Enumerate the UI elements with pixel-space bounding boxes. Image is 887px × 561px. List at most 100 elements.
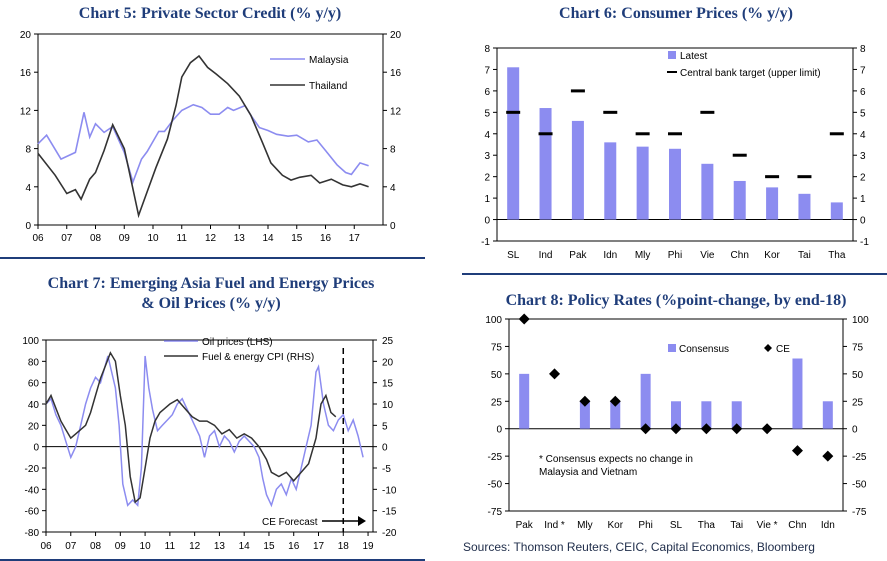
chart6-bar-mly bbox=[636, 146, 649, 220]
chart8-legend-label-ce: CE bbox=[776, 344, 790, 355]
chart6-ytick-right-label: 5 bbox=[860, 108, 866, 119]
chart7-series-line-oil bbox=[45, 355, 364, 508]
chart8-ytick-right-label: -25 bbox=[852, 452, 867, 463]
chart6-bar-chn bbox=[733, 180, 746, 220]
chart6-group: -1 0 1 2 3 4 5 6 7 8 -1 0 1 2 3 4 5 6 7 8 SL Ind Pak Idn Mly Phi V… bbox=[481, 44, 869, 261]
chart7-xtick-label: 17 bbox=[313, 541, 325, 552]
chart6-xtick-label: Phi bbox=[668, 250, 682, 261]
chart8-note-line1: * Consensus expects no change in bbox=[539, 454, 693, 465]
chart6-ytick-label: 8 bbox=[484, 44, 490, 55]
chart7-ytick-label: -40 bbox=[25, 485, 40, 496]
chart8-ytick-label: -50 bbox=[488, 480, 503, 491]
chart7-group: -80 -60 -40 -20 0 20 40 60 80 100 -20 -15 -10 -5 0 5 10 1… bbox=[22, 336, 397, 552]
chart6-bar-idn bbox=[604, 142, 617, 220]
chart8-bar-sl bbox=[671, 401, 681, 429]
chart8-bar-kor bbox=[610, 401, 621, 429]
chart7-forecast-label: CE Forecast bbox=[262, 517, 318, 528]
chart5-xtick-label: 09 bbox=[119, 233, 131, 244]
chart6-bar-tai bbox=[798, 193, 811, 220]
chart5-xtick-label: 08 bbox=[90, 233, 102, 244]
chart8-title: Chart 8: Policy Rates (%point-change, by… bbox=[506, 292, 847, 309]
chart8-ce-marker-vie bbox=[761, 423, 773, 435]
chart8-bar-phi bbox=[640, 373, 651, 429]
chart6-xtick-label: Idn bbox=[603, 250, 617, 261]
chart8-xtick-label: Tai bbox=[730, 520, 743, 531]
chart6-bar-tha bbox=[830, 202, 843, 220]
chart8-xtick-label: SL bbox=[670, 520, 683, 531]
chart7-plot-frame bbox=[45, 339, 374, 533]
chart7-ytick-label: -80 bbox=[25, 528, 40, 539]
chart7-ytick-label: 100 bbox=[22, 336, 39, 347]
chart5-ytick-right-label: 8 bbox=[390, 145, 396, 156]
chart6-ytick-label: 5 bbox=[484, 108, 490, 119]
chart6-ytick-label: 3 bbox=[484, 151, 490, 162]
chart5-xtick-label: 12 bbox=[205, 233, 217, 244]
chart7-ytick-label: -20 bbox=[25, 464, 40, 475]
chart8-xtick-label: Vie * bbox=[757, 520, 778, 531]
chart5-legend-label: Thailand bbox=[309, 81, 347, 92]
chart5-xtick-label: 06 bbox=[32, 233, 44, 244]
chart8-xtick-label: Tha bbox=[698, 520, 716, 531]
chart7-legend-label-oil: Oil prices (LHS) bbox=[202, 337, 273, 348]
chart6-ytick-label: -1 bbox=[481, 237, 490, 248]
chart8-group: -75 -50 -25 0 25 50 75 100 -75 -50 -25 0 25 50 75 100 Pa… bbox=[485, 313, 869, 531]
chart8-ce-marker-mly bbox=[579, 395, 591, 407]
chart6-ytick-right-label: -1 bbox=[860, 237, 869, 248]
chart7-series-line-fuel-cpi bbox=[45, 351, 337, 504]
chart7-ytick-right-label: -5 bbox=[382, 464, 391, 475]
chart8-ce-marker-kor bbox=[609, 395, 621, 407]
chart5-ytick-right-label: 20 bbox=[390, 30, 402, 41]
chart8-ytick-right-label: 50 bbox=[852, 370, 864, 381]
chart5-ytick-right-label: 0 bbox=[390, 221, 396, 232]
chart6-xtick-label: SL bbox=[507, 250, 520, 261]
chart8-bar-idn bbox=[822, 401, 833, 429]
chart8-ytick-right-label: 0 bbox=[852, 425, 858, 436]
chart6-ytick-label: 0 bbox=[484, 216, 490, 227]
chart6-xtick-label: Tai bbox=[798, 250, 811, 261]
chart6-ytick-right-label: 4 bbox=[860, 130, 866, 141]
chart5-xtick-label: 14 bbox=[262, 233, 274, 244]
chart8-bar-mly bbox=[579, 401, 590, 429]
chart7-xtick-label: 11 bbox=[165, 541, 176, 552]
chart6-plot-frame bbox=[496, 47, 854, 242]
chart7-xtick-label: 08 bbox=[90, 541, 102, 552]
chart6-bar-vie bbox=[701, 163, 714, 220]
chart8-legend-swatch-ce bbox=[764, 344, 772, 352]
chart5-ytick-right-label: 12 bbox=[390, 106, 402, 117]
chart5-group: 0 4 8 12 16 20 0 4 8 12 16 20 06 07 08 09 10 11 12 13 14 15 16… bbox=[20, 30, 402, 244]
chart7-ytick-label: 80 bbox=[28, 357, 40, 368]
chart5-ytick-label: 20 bbox=[20, 30, 32, 41]
chart6-bar-ind bbox=[539, 108, 552, 220]
chart5-legend-label: Malaysia bbox=[309, 55, 349, 66]
chart5-ytick-right-label: 4 bbox=[390, 183, 396, 194]
chart5-ytick-right-label: 16 bbox=[390, 68, 402, 79]
chart5-series-line-thailand bbox=[37, 54, 369, 219]
chart8-ytick-label: 50 bbox=[491, 370, 503, 381]
chart7-xtick-label: 10 bbox=[140, 541, 152, 552]
chart7-ytick-right-label: 15 bbox=[382, 379, 394, 390]
chart8-ytick-label: -25 bbox=[488, 452, 503, 463]
chart6-ytick-right-label: 8 bbox=[860, 44, 866, 55]
chart8-bar-pak bbox=[519, 373, 530, 429]
chart7-xtick-label: 13 bbox=[214, 541, 226, 552]
chart5-ytick-label: 12 bbox=[20, 106, 32, 117]
chart7-xtick-label: 15 bbox=[263, 541, 275, 552]
chart6-ytick-label: 1 bbox=[484, 194, 490, 205]
chart7-title-line2: & Oil Prices (% y/y) bbox=[141, 295, 281, 312]
chart8-ce-marker-ind bbox=[549, 368, 561, 380]
chart7-ytick-right-label: 0 bbox=[382, 443, 388, 454]
chart7-xtick-label: 14 bbox=[239, 541, 251, 552]
chart5-ytick-label: 0 bbox=[25, 221, 31, 232]
chart5-title: Chart 5: Private Sector Credit (% y/y) bbox=[79, 5, 341, 22]
chart8-xtick-label: Idn bbox=[821, 520, 835, 531]
chart6-ytick-label: 7 bbox=[484, 65, 490, 76]
chart8-ce-marker-idn bbox=[822, 450, 834, 462]
chart8-ce-marker-phi bbox=[640, 423, 652, 435]
chart5-series-line-malaysia bbox=[37, 103, 369, 185]
chart7-ytick-label: 0 bbox=[33, 443, 39, 454]
chart8-xtick-label: Chn bbox=[788, 520, 806, 531]
chart8-bar-tha bbox=[701, 401, 712, 429]
chart8-ce-marker-sl bbox=[670, 423, 682, 435]
chart6-ytick-label: 4 bbox=[484, 130, 490, 141]
